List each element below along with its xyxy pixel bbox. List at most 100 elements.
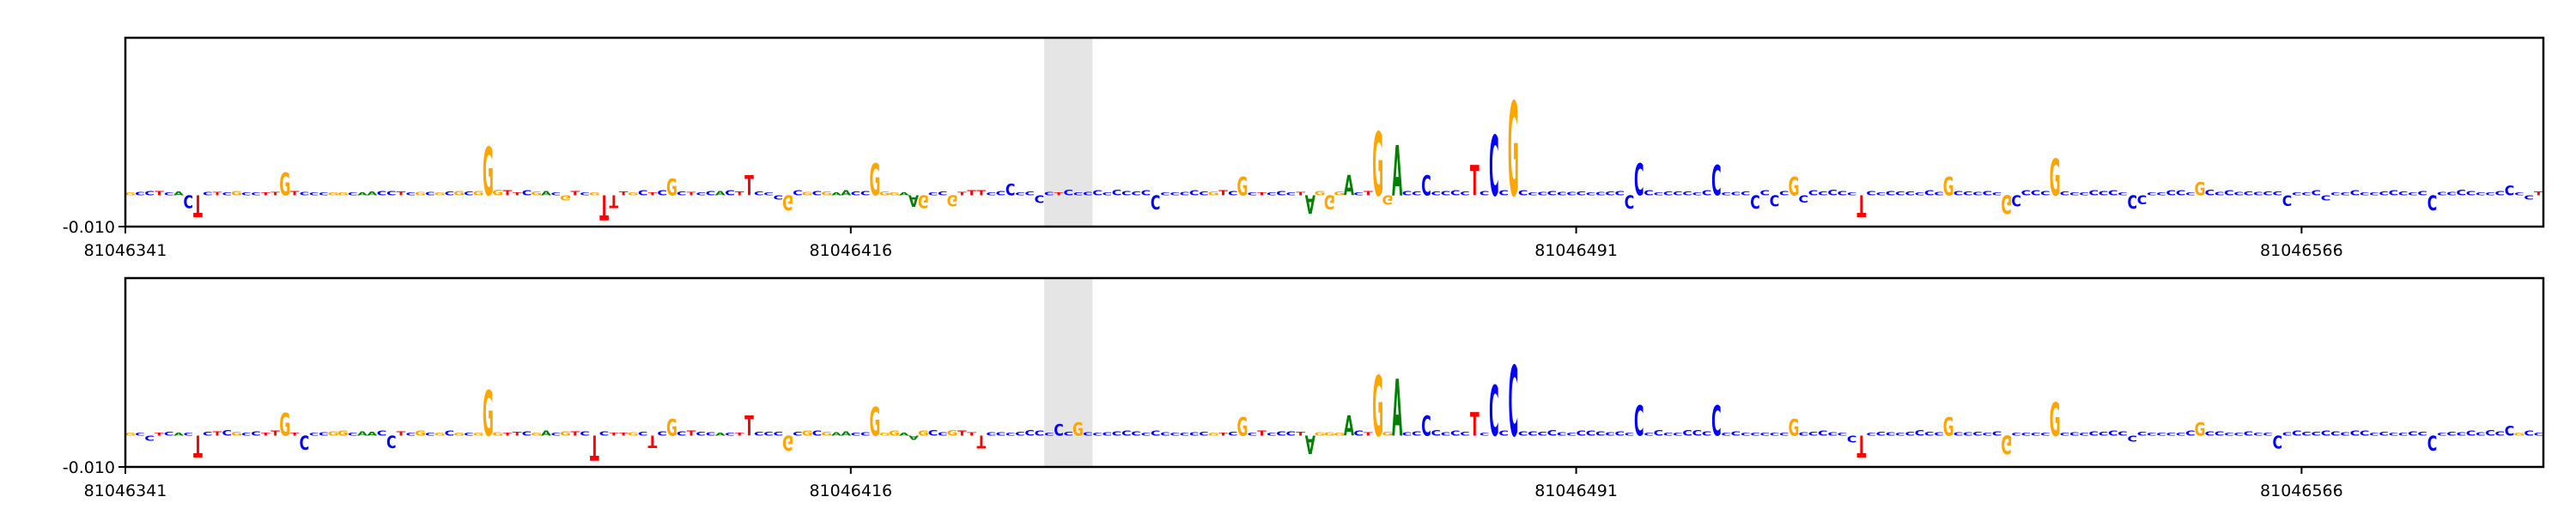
logo-letter: C xyxy=(464,432,474,436)
logo-letter: C xyxy=(1847,433,1857,443)
logo-letter: A xyxy=(173,432,184,436)
logo-letter: C xyxy=(1838,190,1848,197)
logo-letter: C xyxy=(2253,432,2263,436)
logo-letter: C xyxy=(319,191,329,196)
logo-letter: C xyxy=(1692,428,1703,437)
logo-letter: C xyxy=(1953,431,1964,436)
logo-letter: T xyxy=(513,430,523,436)
logo-letter: T xyxy=(1857,427,1867,462)
logo-letter: G xyxy=(415,429,426,438)
logo-letter: G xyxy=(1943,172,1954,202)
logo-letter: C xyxy=(2350,430,2360,438)
logo-letter: C xyxy=(1595,191,1606,196)
logo-letter: C xyxy=(1103,191,1113,197)
logo-letter: C xyxy=(1876,431,1886,437)
logo-letter: C xyxy=(938,191,948,197)
logo-letter: C xyxy=(2446,431,2457,437)
logo-letter: C xyxy=(1189,189,1200,197)
logo-letter: C xyxy=(135,191,145,197)
logo-letter: C xyxy=(1092,189,1103,197)
logo-letter: C xyxy=(2108,430,2118,438)
logo-letter: G xyxy=(1372,115,1383,217)
logo-letter: C xyxy=(1460,430,1470,437)
logo-letter: C xyxy=(251,430,261,437)
logo-letter: C xyxy=(2369,191,2379,196)
logo-letter: C xyxy=(1972,431,1983,437)
logo-letter: T xyxy=(619,191,629,197)
logo-letter: A xyxy=(1392,130,1402,211)
logo-letter: C xyxy=(1905,431,1915,437)
logo-letter: C xyxy=(1750,191,1760,211)
logo-letter: C xyxy=(1779,432,1789,436)
logo-letter: C xyxy=(1141,190,1151,197)
logo-letter: G xyxy=(531,432,542,436)
logo-letter: C xyxy=(1151,429,1161,438)
logo-letter: C xyxy=(2031,432,2041,436)
logo-letter: C xyxy=(812,430,823,438)
logo-letter: A xyxy=(841,189,852,197)
logo-letter: C xyxy=(1818,191,1828,197)
logo-letter: G xyxy=(918,191,929,210)
logo-letter: C xyxy=(2369,432,2379,436)
logo-letter: C xyxy=(1634,398,1644,445)
logo-letter: C xyxy=(2282,191,2293,209)
logo-letter: G xyxy=(492,432,503,437)
logo-letter: G xyxy=(337,428,349,437)
logo-letter: A xyxy=(541,190,552,197)
logo-letter: C xyxy=(2301,191,2312,196)
logo-letter: G xyxy=(473,190,484,197)
logo-letter: C xyxy=(986,431,996,437)
logo-letter: C xyxy=(1353,429,1364,437)
logo-letter: C xyxy=(996,432,1006,437)
logo-letter: C xyxy=(2301,431,2312,437)
logo-letter: C xyxy=(1528,191,1538,196)
logo-letter: C xyxy=(2379,190,2389,197)
logo-letter: C xyxy=(2011,191,2021,209)
logo-letter: T xyxy=(687,191,696,197)
logo-letter: C xyxy=(580,430,590,437)
logo-letter: C xyxy=(1808,431,1819,437)
logo-letter: C xyxy=(522,190,532,197)
logo-letter: C xyxy=(319,431,329,436)
logo-letter: C xyxy=(1189,431,1200,437)
logo-letter: G xyxy=(1237,412,1249,442)
logo-letter: C xyxy=(1092,432,1103,436)
logo-letter: C xyxy=(1692,191,1703,196)
logo-letter: C xyxy=(1479,190,1490,197)
logo-letter: C xyxy=(2147,191,2157,196)
logo-letter: C xyxy=(2108,189,2118,197)
logo-letter: T xyxy=(1054,191,1064,196)
logo-letter: C xyxy=(2524,429,2534,438)
logo-letter: C xyxy=(1721,191,1731,197)
logo-letter: C xyxy=(2389,432,2399,436)
logo-letter: C xyxy=(1063,431,1073,437)
logo-letter: C xyxy=(1286,191,1297,196)
logo-letter: C xyxy=(1121,428,1132,437)
logo-letter: C xyxy=(1103,432,1113,437)
logo-letter: C xyxy=(144,190,155,197)
logo-letter: C xyxy=(1557,431,1567,436)
logo-letter: C xyxy=(1353,191,1364,196)
logo-letter: C xyxy=(1557,191,1567,196)
logo-panel-bottom: G C C T C A C T C T C G C C T T G T C C C GG C A A C C T C G C G C G C GGG T… xyxy=(63,276,2545,500)
logo-letter: G xyxy=(279,407,290,444)
logo-letter: C xyxy=(241,432,252,436)
logo-letter: C xyxy=(2321,193,2331,202)
logo-letter: C xyxy=(696,191,706,196)
logo-letter: T xyxy=(735,191,745,197)
logo-letter: G xyxy=(453,432,465,436)
logo-letter: C xyxy=(445,191,455,197)
logo-letter: C xyxy=(2224,432,2234,436)
logo-letter: G xyxy=(1943,412,1954,442)
logo-letter: C xyxy=(222,191,233,197)
logo-letter: C xyxy=(2060,432,2070,436)
logo-letter: C xyxy=(1402,431,1413,436)
logo-letter: G xyxy=(125,191,136,196)
logo-letter: C xyxy=(300,191,310,197)
logo-letter: T xyxy=(735,432,744,436)
logo-letter: C xyxy=(1131,191,1141,197)
logo-letter: C xyxy=(1460,191,1470,197)
logo-letter: C xyxy=(1005,432,1016,436)
logo-letter: C xyxy=(1228,190,1238,197)
logo-letter: T xyxy=(193,187,203,221)
